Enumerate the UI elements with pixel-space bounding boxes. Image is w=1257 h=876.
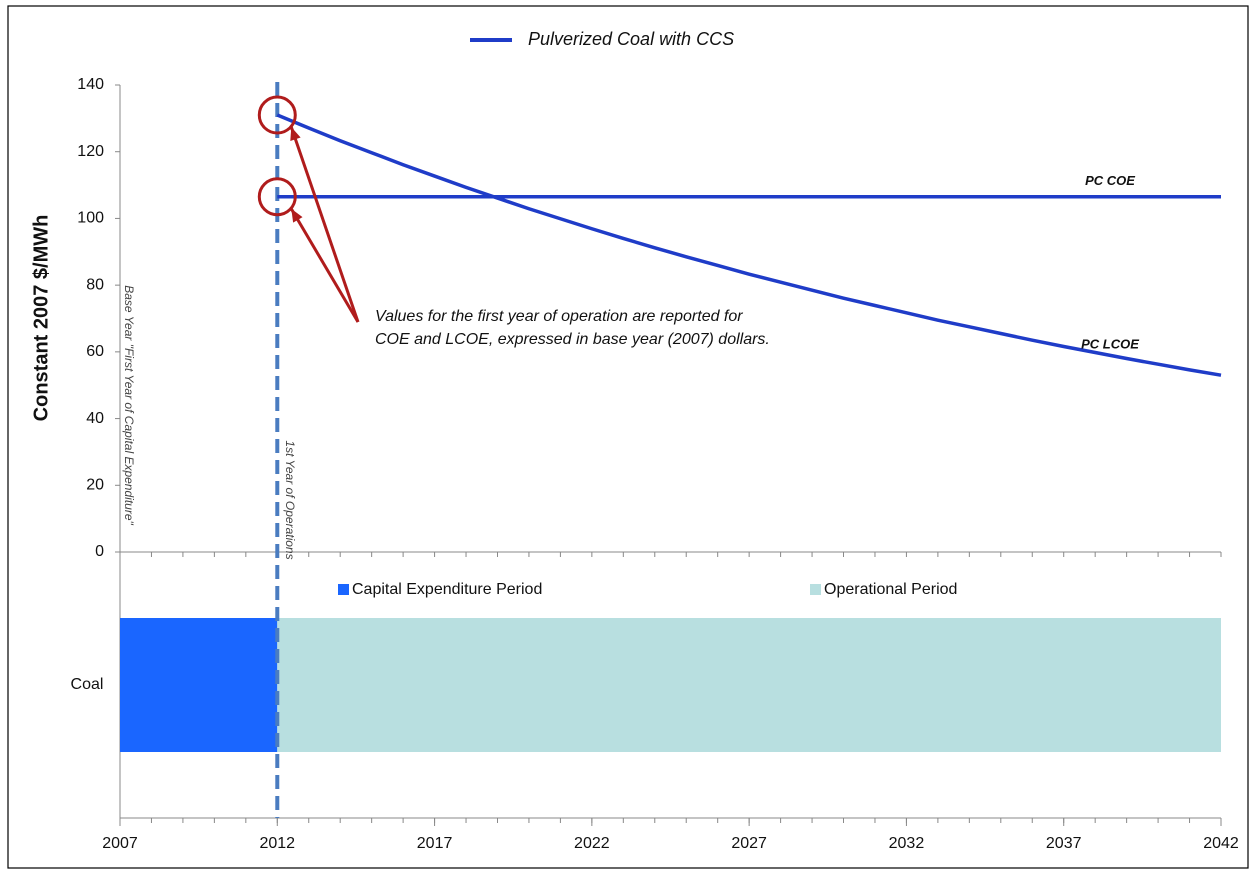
- y-tick-label: 120: [77, 143, 104, 160]
- annotation: Values for the first year of operation a…: [375, 308, 743, 325]
- x-tick-label: 2032: [889, 835, 925, 852]
- base-year-label: Base Year "First Year of Capital Expendi…: [122, 285, 136, 525]
- legend-swatch: [810, 584, 821, 595]
- legend-label: Capital Expenditure Period: [352, 581, 542, 598]
- arrow-head: [291, 208, 303, 223]
- legend-swatch: [338, 584, 349, 595]
- x-tick-label: 2022: [574, 835, 610, 852]
- highlight-circle: [257, 177, 297, 217]
- period-bar: [120, 618, 278, 752]
- y-tick-label: 80: [86, 276, 104, 293]
- arrow-head: [290, 127, 301, 141]
- annotation: COE and LCOE, expressed in base year (20…: [375, 331, 770, 348]
- y-tick-label: 60: [86, 343, 104, 360]
- x-tick-label: 2007: [102, 835, 138, 852]
- x-tick-label: 2017: [417, 835, 453, 852]
- x-tick-label: 2037: [1046, 835, 1082, 852]
- x-tick-label: 2012: [259, 835, 295, 852]
- operations-label: 1st Year of Operations: [283, 440, 297, 559]
- arrow-shaft: [289, 126, 360, 323]
- period-bar: [277, 618, 1221, 752]
- x-tick-label: 2027: [731, 835, 767, 852]
- y-axis-label: Constant 2007 $/MWh: [30, 215, 52, 422]
- y-tick-label: 0: [95, 543, 104, 560]
- y-tick-label: 20: [86, 477, 104, 494]
- legend-label: Operational Period: [824, 581, 957, 598]
- highlight-circle: [257, 95, 297, 135]
- series-line: [276, 113, 1222, 377]
- series-label: PC LCOE: [1081, 337, 1139, 352]
- category-label: Coal: [71, 676, 104, 693]
- y-tick-label: 100: [77, 210, 104, 227]
- series-label: PC COE: [1085, 173, 1135, 188]
- frame: [7, 5, 1249, 869]
- y-tick-label: 140: [77, 76, 104, 93]
- arrow-shaft: [289, 207, 360, 323]
- y-tick-label: 40: [86, 410, 104, 427]
- x-tick-label: 2042: [1203, 835, 1239, 852]
- legend-label: Pulverized Coal with CCS: [528, 29, 734, 49]
